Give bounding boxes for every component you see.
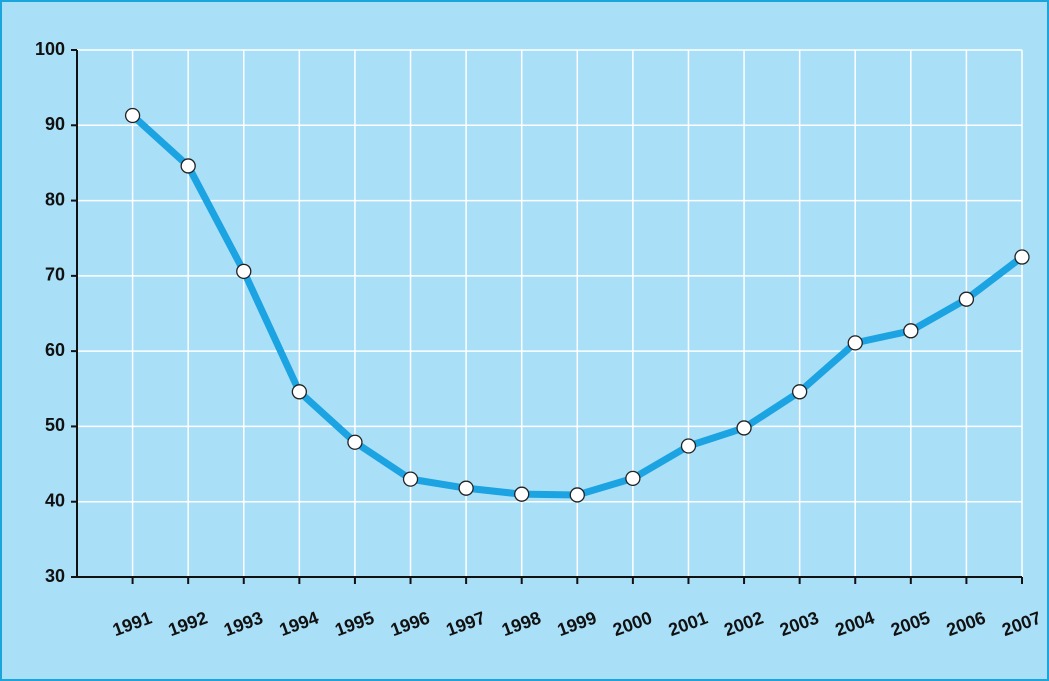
point — [291, 384, 308, 400]
point — [847, 335, 863, 351]
y-tick-label: 50 — [45, 415, 65, 435]
y-tick-label: 80 — [45, 189, 65, 209]
point — [124, 107, 141, 124]
y-tick-label: 40 — [45, 490, 65, 510]
point — [680, 438, 697, 454]
point — [958, 291, 975, 307]
point — [180, 158, 196, 174]
point — [791, 384, 808, 400]
point — [236, 263, 252, 279]
y-tick-label: 60 — [45, 340, 65, 360]
point — [402, 471, 419, 487]
point — [514, 486, 530, 502]
y-tick-label: 100 — [35, 39, 65, 59]
y-tick-label: 70 — [45, 265, 65, 285]
point — [625, 470, 641, 487]
y-tick-label: 90 — [45, 114, 65, 134]
point — [347, 434, 363, 450]
y-tick-label: 30 — [45, 566, 65, 586]
point — [903, 323, 919, 339]
point — [569, 487, 585, 503]
point — [458, 480, 474, 496]
point — [736, 420, 752, 436]
point — [1014, 249, 1030, 265]
